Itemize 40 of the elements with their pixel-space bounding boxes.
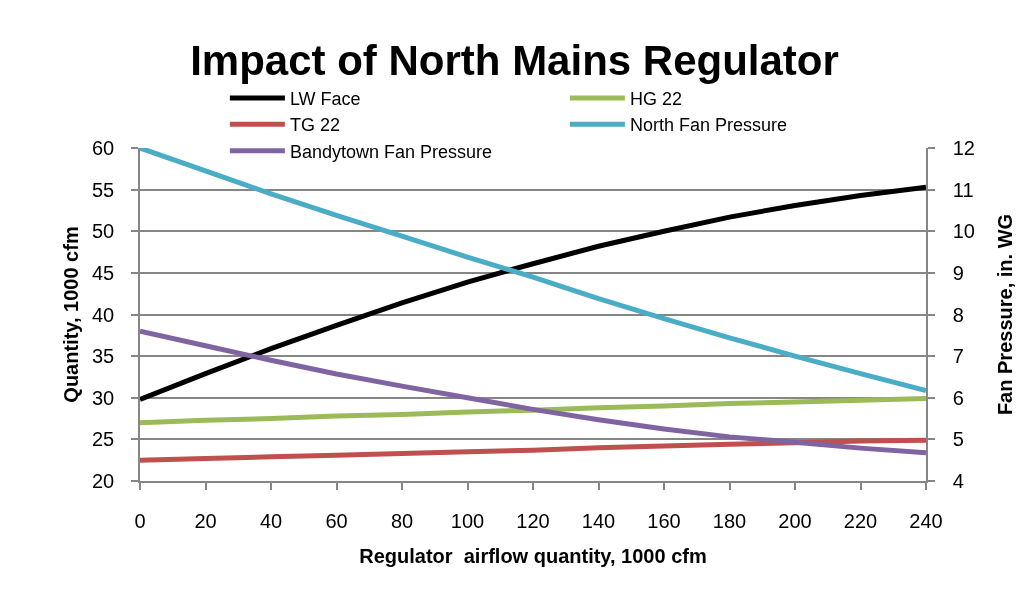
y-tick-label: 55 xyxy=(92,178,115,201)
x-tick-label: 200 xyxy=(778,509,812,532)
y2-tick-label: 8 xyxy=(952,303,964,326)
y2-tick-label: 6 xyxy=(952,386,964,409)
y2-axis-title: Fan Pressure, in. WG xyxy=(994,213,1016,416)
x-tick-label: 20 xyxy=(194,509,217,532)
y-tick-label: 60 xyxy=(92,137,115,159)
y-tick-label: 35 xyxy=(92,345,115,368)
legend-label: LW Face xyxy=(289,88,361,109)
legend-label: Bandytown Fan Pressure xyxy=(289,141,492,162)
chart-title: Impact of North Mains Regulator xyxy=(190,36,839,84)
y2-tick-label: 10 xyxy=(952,220,975,243)
x-tick-label: 60 xyxy=(325,509,348,532)
y-tick-label: 45 xyxy=(92,261,115,284)
x-tick-label: 180 xyxy=(712,509,747,532)
x-tick-label: 120 xyxy=(516,509,550,532)
y-tick-label: 30 xyxy=(92,386,115,409)
y2-tick-label: 4 xyxy=(952,470,964,492)
y2-tick-label: 11 xyxy=(952,178,974,201)
x-tick-label: 0 xyxy=(134,509,146,532)
x-tick-label: 160 xyxy=(647,509,681,532)
y2-tick-label: 12 xyxy=(952,137,975,159)
y-tick-label: 50 xyxy=(92,220,115,243)
x-tick-label: 220 xyxy=(843,509,878,532)
y2-tick-label: 7 xyxy=(952,345,964,368)
legend-label: TG 22 xyxy=(289,115,340,136)
legend-label: HG 22 xyxy=(629,88,682,109)
y-tick-label: 40 xyxy=(92,303,115,326)
legend-label: North Fan Pressure xyxy=(629,115,787,136)
y-tick-label: 25 xyxy=(92,428,115,451)
x-tick-label: 80 xyxy=(390,509,414,532)
x-tick-label: 140 xyxy=(581,509,616,532)
x-tick-label: 40 xyxy=(259,509,283,532)
y2-tick-label: 9 xyxy=(952,261,964,284)
x-tick-label: 240 xyxy=(909,509,943,532)
y-tick-label: 20 xyxy=(92,470,115,492)
y-axis-title: Quantity, 1000 cfm xyxy=(60,226,82,403)
x-axis-title: Regulator airflow quantity, 1000 cfm xyxy=(359,544,707,567)
x-tick-label: 100 xyxy=(450,509,485,532)
y2-tick-label: 5 xyxy=(952,428,964,451)
